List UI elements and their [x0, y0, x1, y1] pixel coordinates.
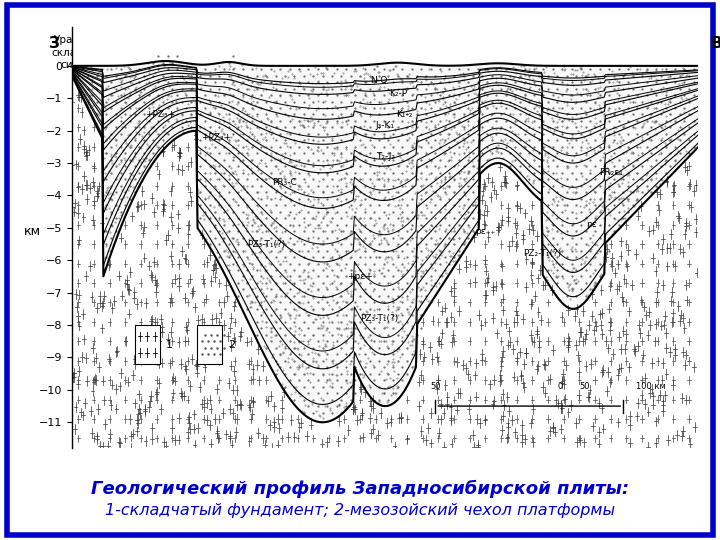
Text: Пурский
прогиб: Пурский прогиб: [391, 35, 437, 57]
Text: +PZ₃+: +PZ₃+: [145, 110, 175, 119]
Text: Уренгойский
вал: Уренгойский вал: [303, 78, 374, 100]
Bar: [135, 325, 160, 364]
Text: T₂-J₂: T₂-J₂: [376, 152, 395, 161]
Text: PR₂ε₁: PR₂ε₁: [599, 168, 623, 177]
Y-axis label: км: км: [23, 225, 40, 238]
Text: 50: 50: [430, 382, 441, 392]
Text: 100 км: 100 км: [636, 382, 665, 392]
Text: PR₃-С: PR₃-С: [273, 178, 297, 187]
Text: 1-складчатый фундамент; 2-мезозойский чехол платформы: 1-складчатый фундамент; 2-мезозойский че…: [105, 503, 615, 518]
Bar: [197, 325, 222, 364]
Text: +PZ₃+: +PZ₃+: [201, 133, 231, 141]
Text: K₁-₂: K₁-₂: [396, 110, 412, 119]
Text: Щучьинский
выступ: Щучьинский выступ: [135, 78, 204, 100]
Text: 0: 0: [558, 382, 563, 392]
Text: J₃-K₁: J₃-K₁: [376, 122, 395, 130]
Text: Среднетазовская
впадина: Среднетазовская впадина: [506, 35, 603, 57]
Text: K₂-P: K₂-P: [389, 89, 407, 98]
Text: В: В: [711, 36, 720, 51]
Text: PZ₃-T₁(?): PZ₃-T₁(?): [360, 314, 398, 323]
Text: 2: 2: [229, 340, 235, 349]
Text: PZ₃-T₁(?): PZ₃-T₁(?): [247, 240, 285, 248]
Text: +pε+: +pε+: [347, 272, 373, 281]
Text: 1: 1: [166, 340, 173, 349]
Text: 50: 50: [580, 382, 590, 392]
Text: Геологический профиль Западносибирской плиты:: Геологический профиль Западносибирской п…: [91, 480, 629, 498]
Text: Медвежий
мегавал: Медвежий мегавал: [230, 35, 288, 57]
Text: Уральская
складчатая
система: Уральская складчатая система: [51, 35, 114, 70]
Text: PZ₂-T₁(?): PZ₂-T₁(?): [523, 249, 561, 258]
Text: pε: pε: [587, 220, 598, 229]
Text: Часельский мегавал: Часельский мегавал: [430, 78, 542, 89]
Text: pε₊₊: pε₊₊: [475, 227, 495, 235]
Text: З: З: [48, 36, 60, 51]
Text: N-Q: N-Q: [370, 76, 387, 85]
